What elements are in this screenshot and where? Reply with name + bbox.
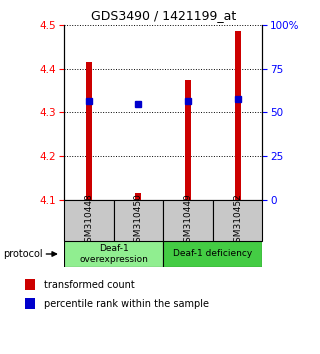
Text: percentile rank within the sample: percentile rank within the sample xyxy=(44,299,209,309)
Bar xyxy=(86,62,92,200)
Bar xyxy=(25,298,35,309)
Text: transformed count: transformed count xyxy=(44,280,134,290)
Bar xyxy=(114,200,163,241)
Text: protocol: protocol xyxy=(3,249,43,259)
Text: GSM310450: GSM310450 xyxy=(134,193,143,248)
Bar xyxy=(135,193,141,200)
Bar xyxy=(213,200,262,241)
Text: GSM310449: GSM310449 xyxy=(183,193,193,248)
Text: GSM310452: GSM310452 xyxy=(233,193,242,248)
Bar xyxy=(64,241,163,267)
Bar xyxy=(185,80,191,200)
Bar xyxy=(25,279,35,290)
Bar xyxy=(235,32,241,200)
Bar xyxy=(64,200,114,241)
Text: GSM310448: GSM310448 xyxy=(84,193,93,248)
Bar xyxy=(163,200,213,241)
Text: Deaf-1
overexpression: Deaf-1 overexpression xyxy=(79,244,148,264)
Title: GDS3490 / 1421199_at: GDS3490 / 1421199_at xyxy=(91,9,236,22)
Text: Deaf-1 deficiency: Deaf-1 deficiency xyxy=(173,250,252,258)
Bar xyxy=(163,241,262,267)
